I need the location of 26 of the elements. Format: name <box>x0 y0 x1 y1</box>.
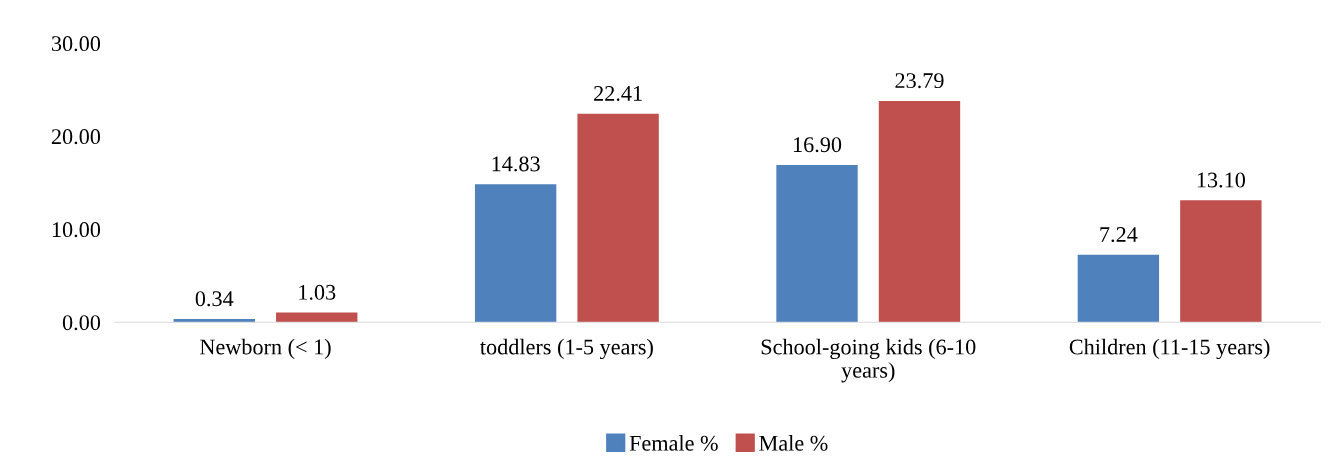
bar <box>878 100 961 323</box>
data-label: 0.34 <box>195 291 234 307</box>
y-tick-label: 30.00 <box>51 36 101 52</box>
bar <box>276 312 358 323</box>
y-tick-label: 0.00 <box>62 315 101 331</box>
y-tick-label: 20.00 <box>51 129 101 145</box>
x-tick-label: Newborn (< 1) <box>200 338 331 360</box>
legend-label: Male % <box>759 435 828 451</box>
y-tick-label: 10.00 <box>52 222 101 238</box>
x-tick-label: School-going kids (6-10 years) <box>761 338 976 383</box>
data-label: 22.41 <box>594 85 642 101</box>
data-label: 14.83 <box>492 156 540 172</box>
bar <box>577 113 659 323</box>
bar <box>776 165 858 323</box>
data-label: 7.24 <box>1100 227 1138 243</box>
bar <box>474 184 557 323</box>
legend-label: Female % <box>629 435 718 451</box>
x-tick-label: toddlers (1-5 years) <box>480 338 653 360</box>
data-label: 1.03 <box>299 284 336 300</box>
data-label: 23.79 <box>895 73 944 89</box>
bar <box>1077 254 1160 323</box>
data-label: 13.10 <box>1197 172 1246 188</box>
data-label: 16.90 <box>793 137 842 153</box>
bar <box>1180 200 1262 323</box>
bar <box>173 319 255 323</box>
x-tick-label: Children (11-15 years) <box>1069 338 1270 360</box>
